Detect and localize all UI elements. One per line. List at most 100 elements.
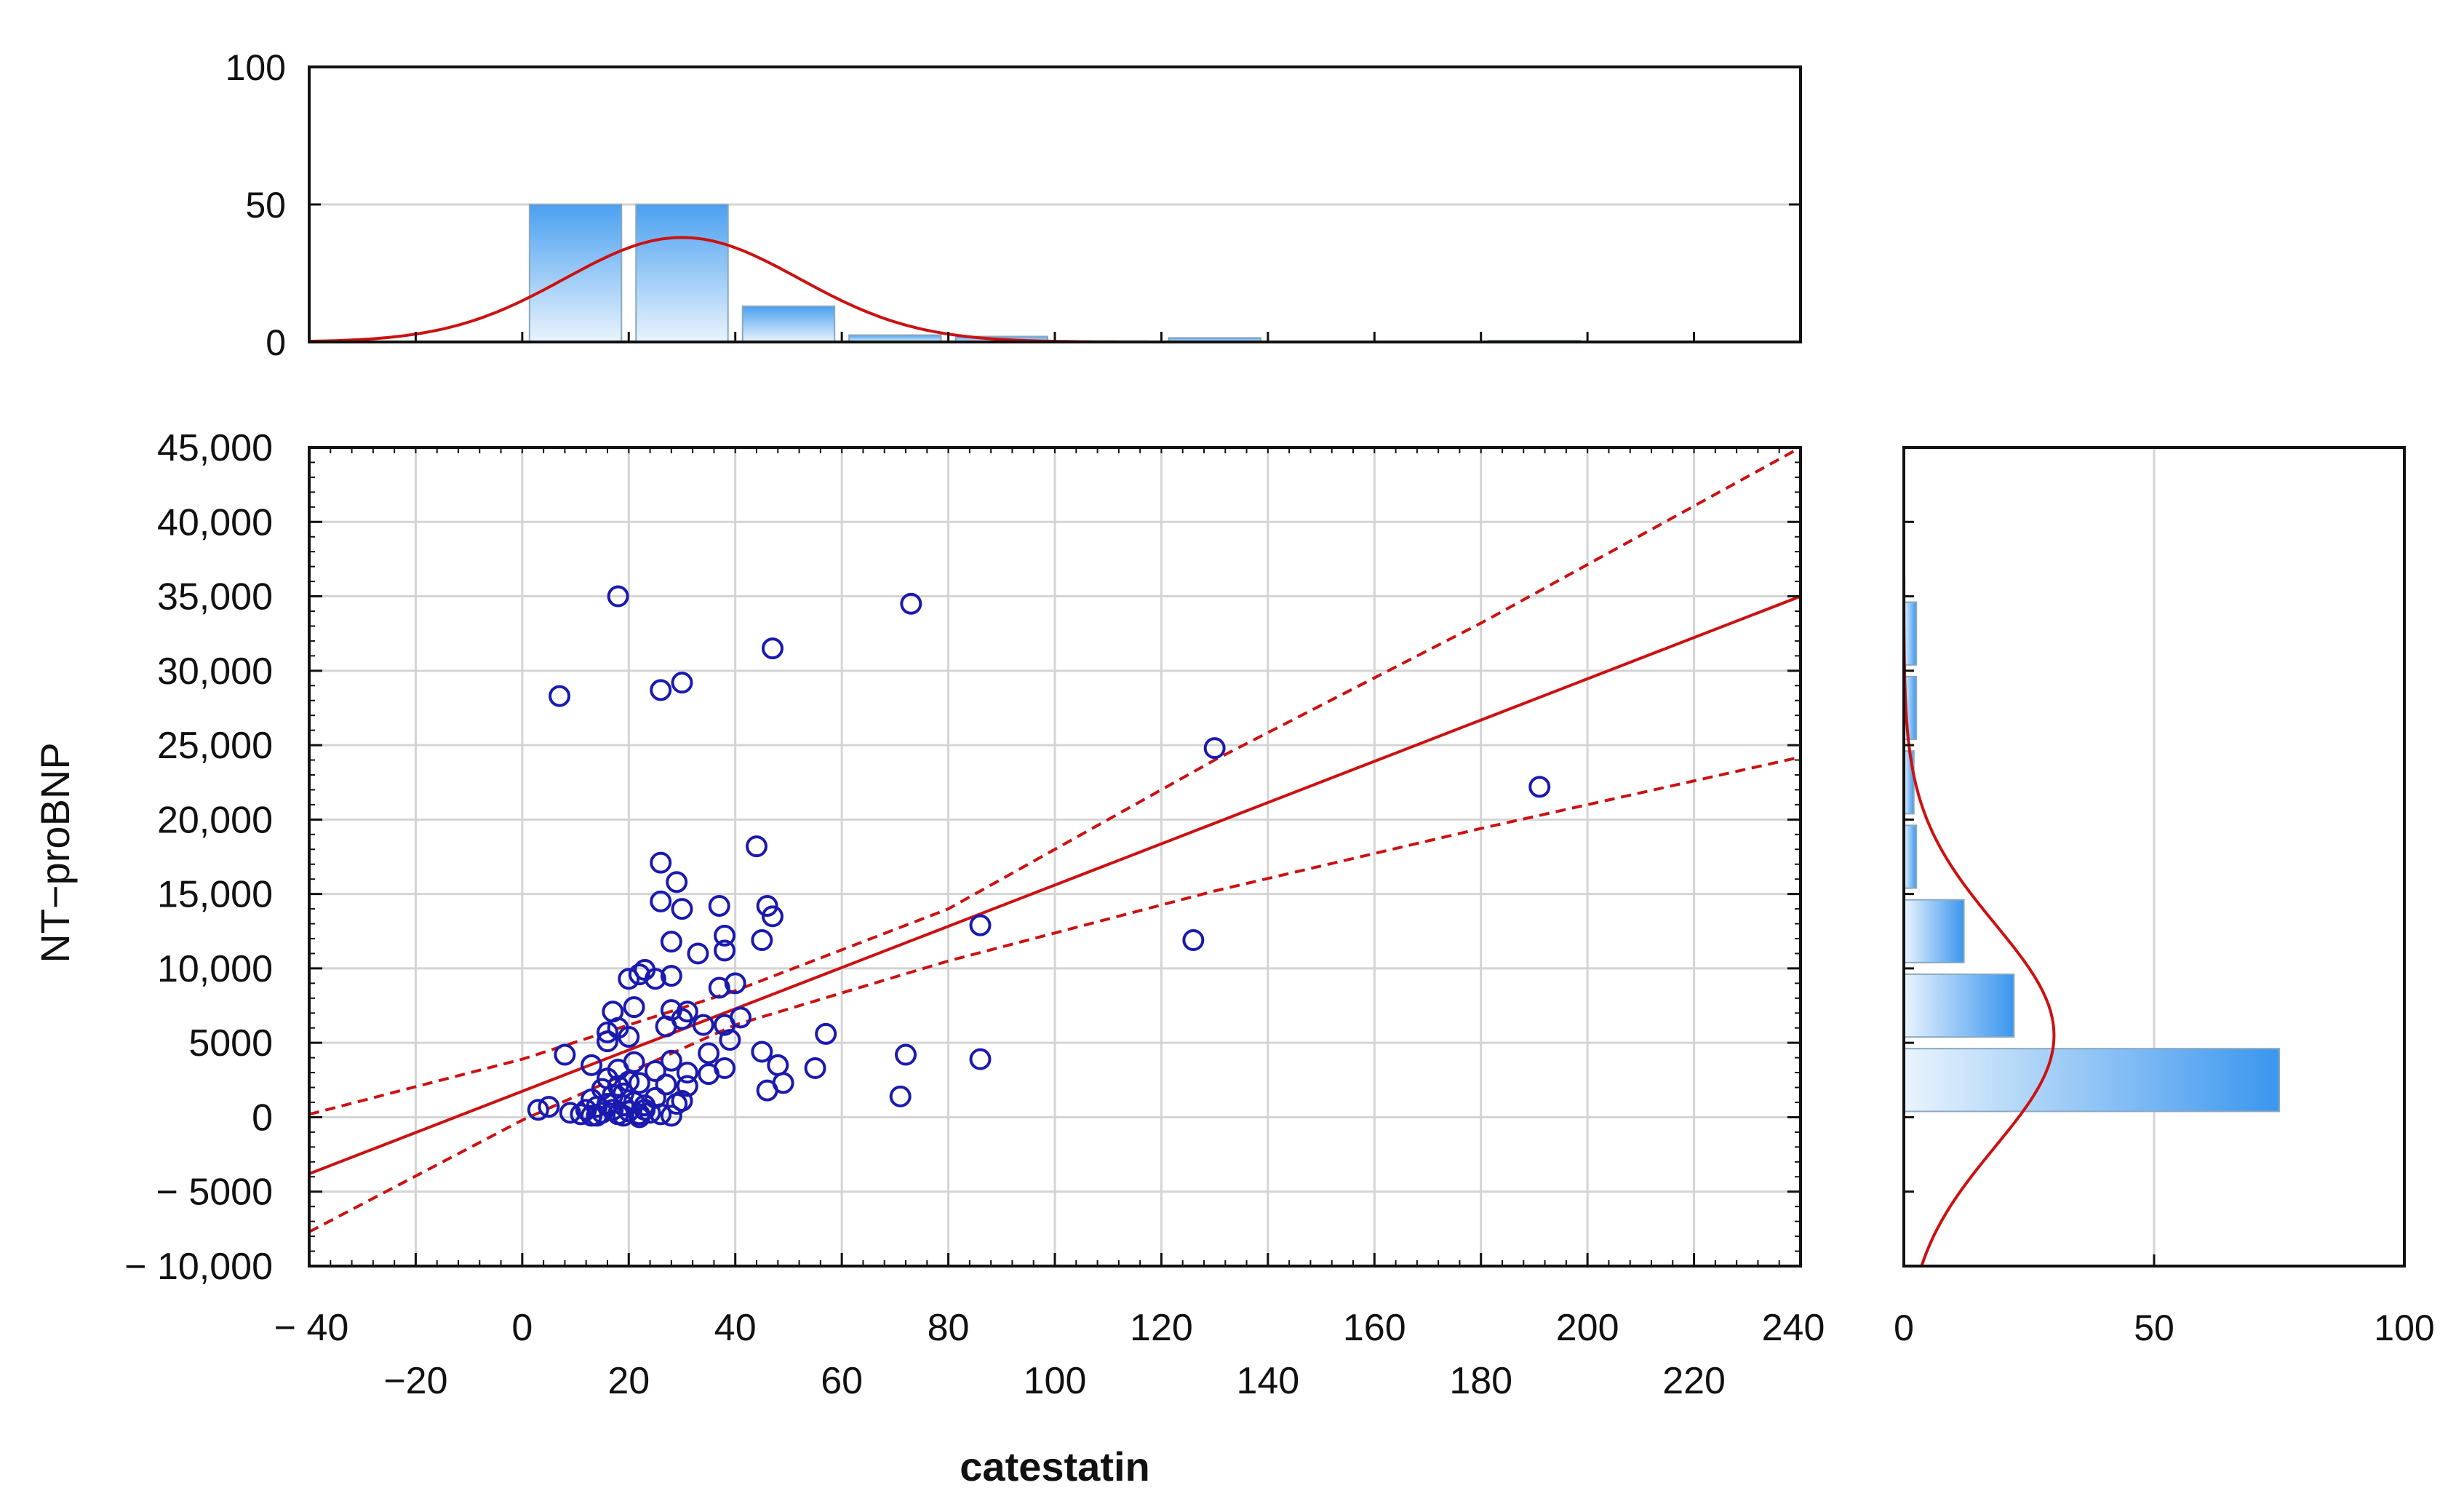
scatter-point <box>969 1048 992 1070</box>
scatter-point <box>660 965 682 987</box>
scatter-point <box>746 835 767 858</box>
scatter-point <box>761 905 784 928</box>
top-y-tick-label: 50 <box>245 185 286 226</box>
x-tick-label-lower: −20 <box>383 1360 447 1402</box>
scatter-point <box>554 1043 576 1066</box>
right-histogram-bars <box>1904 601 2280 1113</box>
scatter-point <box>666 1093 688 1115</box>
right-histogram-panel: 0 50 100 <box>1894 446 2435 1348</box>
scatter-point <box>714 939 736 962</box>
x-axis-title: catestatin <box>960 1444 1149 1489</box>
scatter-point <box>751 929 773 952</box>
scatter-point <box>889 1085 912 1107</box>
x-tick-label-upper: 40 <box>714 1307 757 1349</box>
x-tick-label-lower: 20 <box>607 1360 650 1402</box>
scatter-point <box>767 1054 789 1076</box>
scatter-point <box>692 1014 714 1036</box>
scatter-point <box>639 1102 661 1124</box>
scatter-point <box>676 1075 698 1097</box>
scatter-point <box>623 996 645 1019</box>
y-tick-label: 35,000 <box>157 576 273 618</box>
scatter-point <box>575 1099 597 1121</box>
right-x-tick-label: 100 <box>2374 1308 2434 1348</box>
x-tick-label-upper: 200 <box>1556 1307 1619 1349</box>
scatter-point <box>698 1042 720 1065</box>
y-tick-label: 30,000 <box>157 650 273 693</box>
right-x-tick-label: 0 <box>1894 1308 1914 1348</box>
right-histogram-bar <box>1904 973 2015 1038</box>
scatter-frame <box>308 446 1802 1268</box>
confidence-band-lower <box>309 755 1801 1233</box>
y-tick-label: 5000 <box>188 1022 273 1065</box>
scatter-point <box>660 1105 682 1127</box>
x-tick-label-upper: 0 <box>511 1307 533 1349</box>
top-histogram-bar <box>741 305 836 342</box>
right-histogram-bar <box>1904 601 1918 666</box>
scatter-point <box>751 1041 773 1063</box>
x-tick-label-upper: 160 <box>1343 1307 1406 1349</box>
y-tick-label: 40,000 <box>157 501 273 544</box>
scatter-point <box>628 1106 650 1129</box>
x-tick-label-upper: − 40 <box>274 1307 349 1349</box>
x-tick-label-lower: 140 <box>1236 1360 1299 1402</box>
y-tick-label: 0 <box>252 1097 273 1139</box>
right-histogram-frame <box>1902 446 2406 1268</box>
scatter-point <box>756 895 778 917</box>
scatter-point <box>708 976 730 999</box>
scatter-point <box>687 942 709 965</box>
scatter-point <box>895 1043 917 1066</box>
scatter-point <box>650 890 672 912</box>
scatter-point <box>714 924 736 947</box>
y-tick-label: 45,000 <box>157 427 273 469</box>
scatter-point <box>538 1096 560 1118</box>
top-histogram-y-labels: 100 50 0 <box>226 47 286 363</box>
scatter-points <box>527 585 1551 1129</box>
top-y-tick-label: 0 <box>266 322 286 363</box>
scatter-panel: 45,000 40,000 35,000 30,000 25,000 20,000 15,0… <box>32 427 1825 1489</box>
right-x-tick-label: 50 <box>2134 1308 2174 1348</box>
scatter-point <box>650 851 672 874</box>
scatter-point <box>719 1029 741 1051</box>
confidence-band-upper <box>309 447 1801 1116</box>
scatter-point <box>660 1049 682 1072</box>
y-tick-label: − 5000 <box>156 1171 274 1214</box>
x-tick-label-lower: 180 <box>1449 1360 1512 1402</box>
top-histogram-bars <box>528 204 1582 342</box>
scatter-point <box>644 1060 666 1083</box>
scatter-point <box>676 1062 698 1084</box>
scatter-point <box>607 585 629 608</box>
top-histogram-bar <box>635 204 729 342</box>
scatter-point <box>804 1057 826 1079</box>
x-tick-label-lower: 220 <box>1662 1360 1726 1402</box>
y-tick-label: 10,000 <box>157 948 273 990</box>
scatter-point <box>618 968 640 990</box>
scatter-point <box>612 1105 634 1127</box>
right-histogram-bar <box>1904 899 1965 963</box>
x-tick-label-lower: 100 <box>1024 1360 1087 1402</box>
scatter-point <box>527 1099 549 1121</box>
scatter-point <box>618 1026 640 1048</box>
regression-lines <box>309 447 1801 1233</box>
y-tick-label: 25,000 <box>157 725 273 767</box>
right-histogram-bar <box>1904 1048 2280 1113</box>
x-tick-label-upper: 120 <box>1130 1307 1193 1349</box>
right-histogram-bar <box>1904 824 1918 889</box>
scatter-point <box>597 1021 618 1043</box>
scatter-point <box>761 637 784 660</box>
scatter-point <box>671 672 693 694</box>
x-tick-label-upper: 240 <box>1762 1307 1825 1349</box>
scatter-point <box>586 1105 608 1127</box>
right-normal-curve <box>1904 447 2056 1266</box>
scatter-point <box>650 679 672 701</box>
scatter-point <box>1528 776 1551 798</box>
scatter-point <box>655 1015 677 1038</box>
scatter-point <box>597 1030 618 1053</box>
scatter-point <box>969 914 992 936</box>
y-tick-label: 15,000 <box>157 874 273 916</box>
scatter-point <box>1182 929 1205 952</box>
scatter-point <box>756 1079 778 1102</box>
top-histogram-frame <box>308 65 1802 343</box>
scatter-point <box>628 963 650 986</box>
scatter-point <box>655 1073 677 1096</box>
